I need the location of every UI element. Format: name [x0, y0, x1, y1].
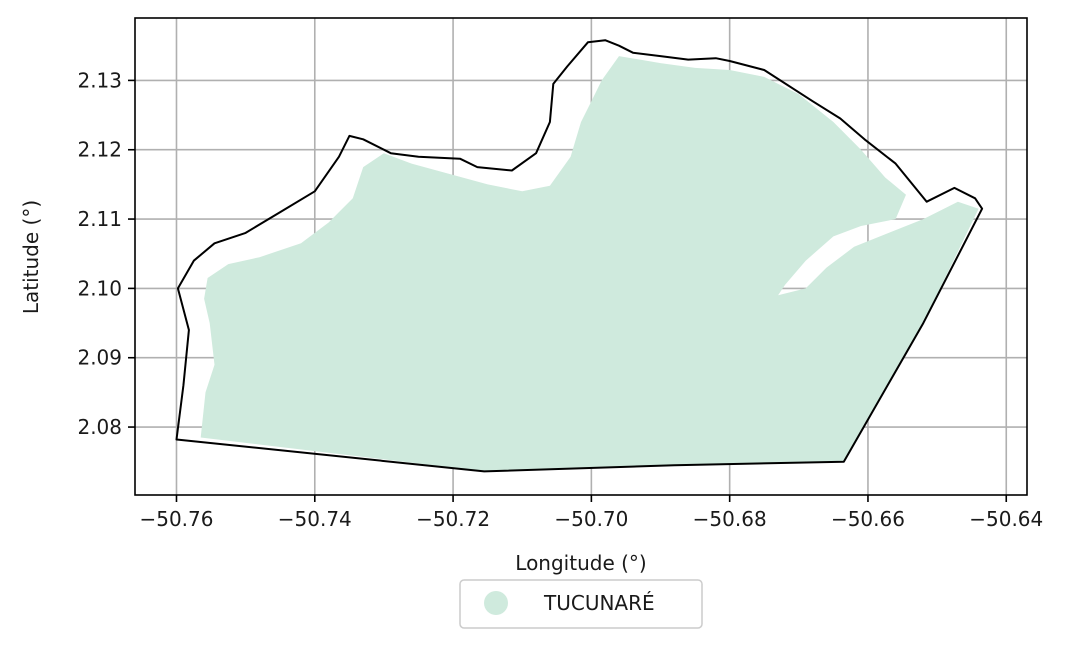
plot-frame	[134, 17, 1028, 496]
y-tick-label: 2.12	[77, 138, 122, 162]
y-tick-label: 2.10	[77, 276, 122, 300]
x-tick-label: −50.74	[278, 507, 352, 531]
x-tick-label: −50.70	[554, 507, 628, 531]
x-tick-label: −50.66	[831, 507, 905, 531]
x-axis-ticks: −50.76 −50.74 −50.72 −50.70 −50.68 −50.66 −50.…	[139, 495, 1043, 531]
y-axis-ticks: 2.08 2.09 2.10 2.11 2.12 2.13	[77, 68, 135, 439]
x-tick-label: −50.64	[969, 507, 1043, 531]
legend-box	[459, 579, 703, 629]
legend: TUCUNARÉ	[459, 579, 703, 629]
x-tick-label: −50.72	[416, 507, 490, 531]
y-tick-label: 2.13	[77, 68, 122, 92]
x-tick-label: −50.76	[139, 507, 213, 531]
legend-label: TUCUNARÉ	[543, 591, 655, 615]
x-tick-label: −50.68	[693, 507, 767, 531]
y-tick-label: 2.11	[77, 207, 122, 231]
legend-marker	[484, 591, 508, 615]
y-tick-label: 2.08	[77, 415, 122, 439]
x-axis-label: Longitude (°)	[515, 551, 646, 575]
tucunare-area	[200, 56, 979, 472]
y-tick-label: 2.09	[77, 346, 122, 370]
y-axis-label: Latitude (°)	[19, 200, 43, 314]
boundary-outline	[175, 39, 984, 473]
